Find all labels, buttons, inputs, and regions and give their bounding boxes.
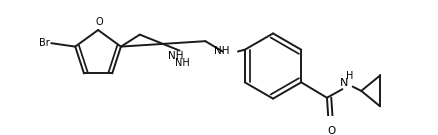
Text: O: O xyxy=(95,17,103,27)
Text: O: O xyxy=(327,126,336,135)
Text: NH: NH xyxy=(214,46,230,56)
Text: Br: Br xyxy=(39,38,49,48)
Text: N: N xyxy=(340,78,348,88)
Text: NH: NH xyxy=(175,58,190,68)
Text: H: H xyxy=(346,71,353,81)
Text: NH: NH xyxy=(167,51,183,61)
